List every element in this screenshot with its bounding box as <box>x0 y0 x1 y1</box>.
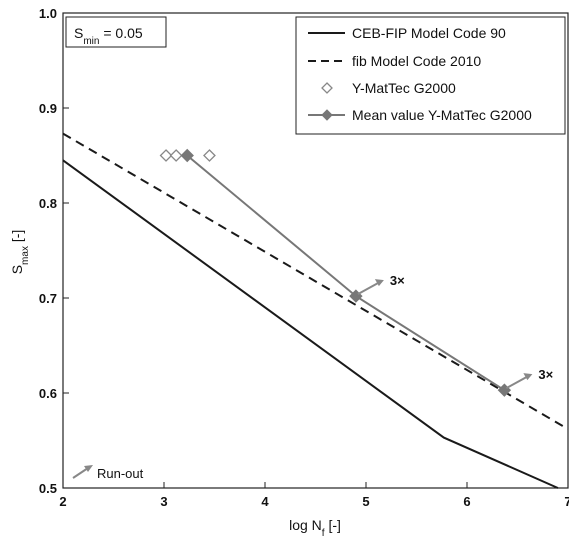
smin-box: Smin = 0.05 <box>65 16 167 48</box>
x-axis: 2 3 4 5 6 7 <box>59 482 569 509</box>
runout-arrowhead <box>374 279 384 287</box>
mean-y-mattec-point <box>180 148 194 163</box>
runout-label: Run-out <box>97 466 144 481</box>
smin-text: Smin = 0.05 <box>74 25 143 47</box>
legend-label-mean: Mean value Y-MatTec G2000 <box>352 107 532 123</box>
x-tick-label: 4 <box>261 494 269 509</box>
runout-note: Run-out <box>72 465 144 481</box>
legend-swatch-ymat <box>321 82 333 94</box>
x-axis-label: log Nf [-] <box>289 517 341 539</box>
runout-arrow <box>357 282 379 295</box>
y-tick-label: 0.9 <box>39 101 57 116</box>
runout-annotations: 3× 3× <box>357 273 554 390</box>
legend: CEB-FIP Model Code 90 fib Model Code 201… <box>295 16 566 135</box>
series-fib-2010 <box>62 132 569 430</box>
y-tick-label: 1.0 <box>39 6 57 21</box>
legend-label-ceb: CEB-FIP Model Code 90 <box>352 25 506 41</box>
y-mattec-point <box>159 149 173 162</box>
y-mattec-point <box>203 149 216 162</box>
x-tick-label: 7 <box>564 494 569 509</box>
legend-label-ymat: Y-MatTec G2000 <box>352 80 456 96</box>
runout-arrowhead <box>523 373 533 381</box>
y-tick-label: 0.6 <box>39 386 57 401</box>
y-axis-label: Smax [-] <box>9 230 31 275</box>
y-axis: 0.5 0.6 0.7 0.8 0.9 1.0 <box>39 6 69 496</box>
runout-count-label: 3× <box>390 273 405 288</box>
ceb-fip-line <box>62 159 559 489</box>
series-y-mattec <box>159 149 216 162</box>
x-tick-label: 6 <box>463 494 470 509</box>
y-tick-label: 0.7 <box>39 291 57 306</box>
y-tick-label: 0.8 <box>39 196 57 211</box>
legend-label-fib: fib Model Code 2010 <box>352 53 481 69</box>
series-mean-y-mattec <box>180 148 512 397</box>
y-tick-label: 0.5 <box>39 481 57 496</box>
runout-count-label: 3× <box>538 367 553 382</box>
x-tick-label: 2 <box>59 494 66 509</box>
fib-2010-line <box>62 132 569 430</box>
x-tick-label: 3 <box>160 494 167 509</box>
runout-arrow <box>505 376 527 390</box>
legend-swatch-mean-marker <box>321 109 333 121</box>
y-mattec-point <box>169 149 183 162</box>
x-tick-label: 5 <box>362 494 369 509</box>
series-ceb-fip <box>62 159 559 489</box>
